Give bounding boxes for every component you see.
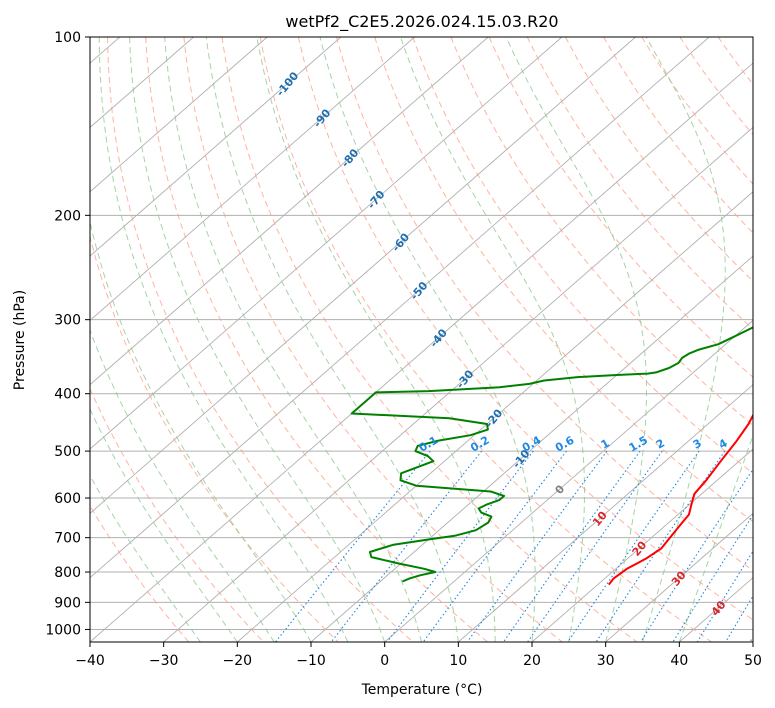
dry-adiabat-line [107, 37, 414, 642]
moist-adiabat-line [90, 474, 201, 642]
y-axis-title: Pressure (hPa) [12, 290, 28, 390]
mixing-ratio-line [696, 550, 753, 642]
x-tick-label: 40 [670, 653, 688, 669]
sounding-profile-line [608, 413, 753, 586]
x-tick-label: 10 [449, 653, 467, 669]
mixing-ratio-line [275, 450, 431, 642]
isotherm-line [90, 37, 563, 450]
isotherm-line [90, 37, 636, 514]
dry-adiabat-line [450, 37, 753, 426]
isotherm-line [384, 319, 753, 642]
y-tick-label: 900 [54, 595, 81, 611]
dry-adiabat-line [488, 37, 753, 378]
y-axis-ticks: 100 200 300 400 500 600 700 800 900 1000 [45, 30, 90, 638]
mixing-ratio-line [527, 450, 663, 642]
background-lines [90, 37, 753, 642]
moist-adiabat-line [98, 37, 349, 642]
x-tick-label: 50 [744, 653, 762, 669]
dry-adiabat-line [183, 37, 563, 642]
moist-adiabat-line [164, 37, 422, 642]
horizontal-gridlines [90, 36, 753, 630]
dry-adiabat-line [336, 37, 753, 572]
moist-adiabat-line [642, 37, 726, 642]
x-tick-label: 30 [597, 653, 615, 669]
isotherm-line [310, 255, 753, 642]
dry-adiabat-line [603, 37, 753, 234]
plot-frame [89, 36, 754, 643]
moist-adiabat-line [505, 37, 647, 642]
sounding-profile-line [350, 326, 753, 583]
x-tick-label: −40 [75, 653, 105, 669]
y-tick-label: 600 [54, 491, 81, 507]
sounding-series [350, 326, 753, 586]
isotherm-line [458, 384, 753, 642]
y-tick-label: 300 [54, 313, 81, 329]
isotherm-line [90, 37, 415, 321]
dry-adiabat-line [145, 37, 488, 642]
y-tick-label: 400 [54, 387, 81, 403]
x-tick-label: −10 [296, 653, 326, 669]
dry-adiabat-line [259, 37, 712, 642]
moist-adiabat-line [678, 433, 753, 642]
isotherm-line [90, 37, 342, 257]
isotherm-line [531, 448, 753, 642]
y-tick-label: 1000 [45, 622, 81, 638]
isotherm-line [90, 62, 753, 642]
mixing-ratio-line [567, 450, 700, 642]
x-axis-title: Temperature (°C) [361, 682, 483, 698]
moist-adiabat-line [256, 37, 496, 642]
isotherm-line [237, 191, 753, 642]
moist-adiabat-line [400, 37, 585, 642]
mixing-ratio-line [330, 450, 483, 642]
mixing-ratio-line [422, 450, 567, 642]
x-tick-label: 20 [523, 653, 541, 669]
dry-adiabat-line [641, 37, 753, 185]
y-tick-label: 200 [54, 208, 81, 224]
x-axis-ticks: −40 −30 −20 −10 0 10 20 30 40 50 [75, 642, 762, 669]
mixing-ratio-line [386, 450, 534, 642]
x-tick-label: −20 [223, 653, 253, 669]
moist-adiabat-line [90, 328, 275, 642]
y-tick-label: 100 [54, 30, 81, 46]
x-tick-label: −30 [149, 653, 179, 669]
mixing-ratio-line [672, 513, 753, 642]
moist-adiabat-line [129, 37, 386, 642]
isotherm-line [90, 37, 268, 193]
dry-adiabat-line [374, 37, 753, 523]
dry-adiabat-line [412, 37, 753, 474]
mixing-ratio-line [466, 450, 608, 642]
isotherm-line [605, 512, 753, 642]
dry-adiabat-line [221, 37, 638, 642]
y-tick-label: 500 [54, 444, 81, 460]
moist-adiabat-line [205, 37, 459, 642]
moist-adiabat-line [90, 408, 238, 642]
y-tick-label: 700 [54, 531, 81, 547]
isotherm-line [90, 37, 489, 386]
x-tick-label: 0 [380, 653, 389, 669]
isotherm-line [90, 37, 710, 579]
chart-title: wetPf2_C2E5.2026.024.15.03.R20 [285, 12, 558, 32]
isotherm-line [163, 126, 753, 642]
mixing-ratio-line [595, 450, 726, 642]
y-tick-label: 800 [54, 565, 81, 581]
moist-adiabat-line [319, 37, 536, 642]
dry-adiabat-line [297, 37, 753, 621]
